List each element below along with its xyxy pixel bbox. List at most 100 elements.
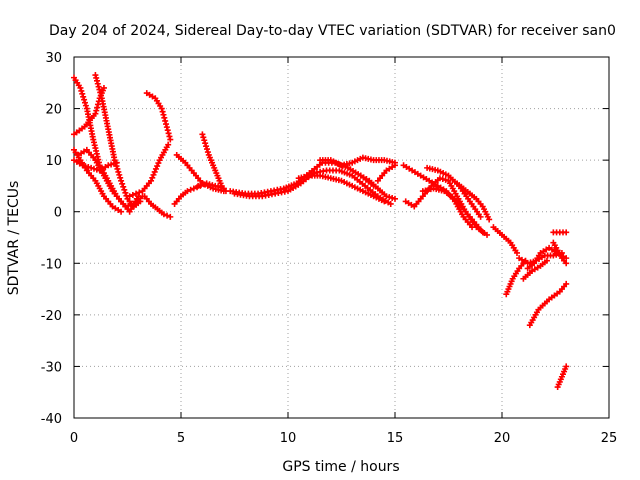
data-point <box>94 101 101 108</box>
data-point <box>160 111 167 118</box>
y-tick-label: 20 <box>45 103 62 118</box>
data-point <box>79 90 86 97</box>
data-point <box>95 83 102 90</box>
data-point <box>150 171 157 178</box>
x-axis-label: GPS time / hours <box>282 459 399 475</box>
data-point <box>212 182 219 189</box>
x-tick-label: 20 <box>494 431 511 446</box>
data-point <box>206 181 213 188</box>
data-point <box>133 190 140 197</box>
data-point <box>97 89 104 96</box>
data-point <box>149 174 156 181</box>
data-point <box>161 114 168 121</box>
data-point <box>93 74 100 81</box>
data-point <box>203 146 210 153</box>
data-point <box>202 140 209 147</box>
data-point <box>165 130 172 137</box>
data-point <box>209 182 216 189</box>
data-point <box>217 184 224 191</box>
data-point <box>160 211 167 218</box>
data-point <box>563 229 570 236</box>
data-point <box>120 183 127 190</box>
data-point <box>98 92 105 99</box>
data-point <box>136 189 143 196</box>
series-track <box>528 283 568 326</box>
series-s30 <box>526 280 570 329</box>
data-point <box>386 194 393 201</box>
data-point <box>204 149 211 156</box>
y-tick-label: 0 <box>54 206 62 221</box>
data-point <box>165 141 172 148</box>
data-point <box>436 175 443 182</box>
data-point <box>159 108 166 115</box>
series-s18 <box>357 172 398 202</box>
data-point <box>543 257 550 264</box>
data-point <box>195 182 202 189</box>
data-point <box>389 194 396 201</box>
data-point <box>116 171 123 178</box>
data-point <box>166 133 173 140</box>
data-point <box>200 134 207 141</box>
data-point <box>114 165 121 172</box>
data-point <box>94 104 101 111</box>
data-point <box>383 193 390 200</box>
data-point <box>392 162 398 169</box>
series-s4 <box>71 146 125 215</box>
y-axis-label: SDTVAR / TECUs <box>6 181 22 296</box>
data-point <box>122 189 129 196</box>
series-s1 <box>71 74 146 210</box>
data-point <box>78 87 85 94</box>
data-point <box>88 164 95 171</box>
data-point <box>163 124 170 131</box>
data-point <box>220 185 227 192</box>
plot-frame <box>73 56 610 419</box>
y-tick-label: 30 <box>45 51 62 66</box>
series-s13 <box>195 180 227 192</box>
data-point <box>215 183 222 190</box>
x-tick-label: 15 <box>387 431 404 446</box>
series-s7 <box>126 141 172 200</box>
data-point <box>563 363 570 370</box>
data-point <box>392 195 398 202</box>
data-point <box>82 99 89 106</box>
data-point <box>85 164 92 171</box>
y-tick-label: -20 <box>41 309 62 324</box>
x-tick-label: 5 <box>177 431 185 446</box>
series-s28 <box>520 257 550 282</box>
y-tick-label: -10 <box>41 257 62 272</box>
series-s20 <box>400 162 476 231</box>
series-s21 <box>402 175 486 236</box>
series-s22 <box>419 185 491 238</box>
series-s31 <box>550 239 570 267</box>
y-tick-label: 10 <box>45 154 62 169</box>
data-point <box>201 137 208 144</box>
data-point <box>105 162 112 169</box>
data-point <box>154 163 161 170</box>
data-point <box>167 136 174 143</box>
data-point <box>110 160 117 167</box>
data-point <box>524 260 531 267</box>
data-point <box>190 185 197 192</box>
series-s24 <box>454 180 493 223</box>
data-point <box>486 216 493 223</box>
data-point <box>187 186 194 193</box>
data-point <box>80 93 87 100</box>
data-point <box>108 161 115 168</box>
data-point <box>96 86 103 93</box>
data-point <box>162 117 169 124</box>
data-point <box>100 84 107 91</box>
data-point <box>200 181 207 188</box>
data-point <box>90 165 97 172</box>
grid <box>74 57 609 418</box>
series-s32 <box>550 229 570 236</box>
data-point <box>155 160 162 167</box>
data-point <box>82 102 89 109</box>
x-tick-label: 25 <box>601 431 618 446</box>
data-point <box>197 182 204 189</box>
data-point <box>164 127 171 134</box>
y-tick-label: -30 <box>41 360 62 375</box>
data-point <box>203 180 210 187</box>
data-point <box>439 176 446 183</box>
data-point <box>94 80 101 87</box>
